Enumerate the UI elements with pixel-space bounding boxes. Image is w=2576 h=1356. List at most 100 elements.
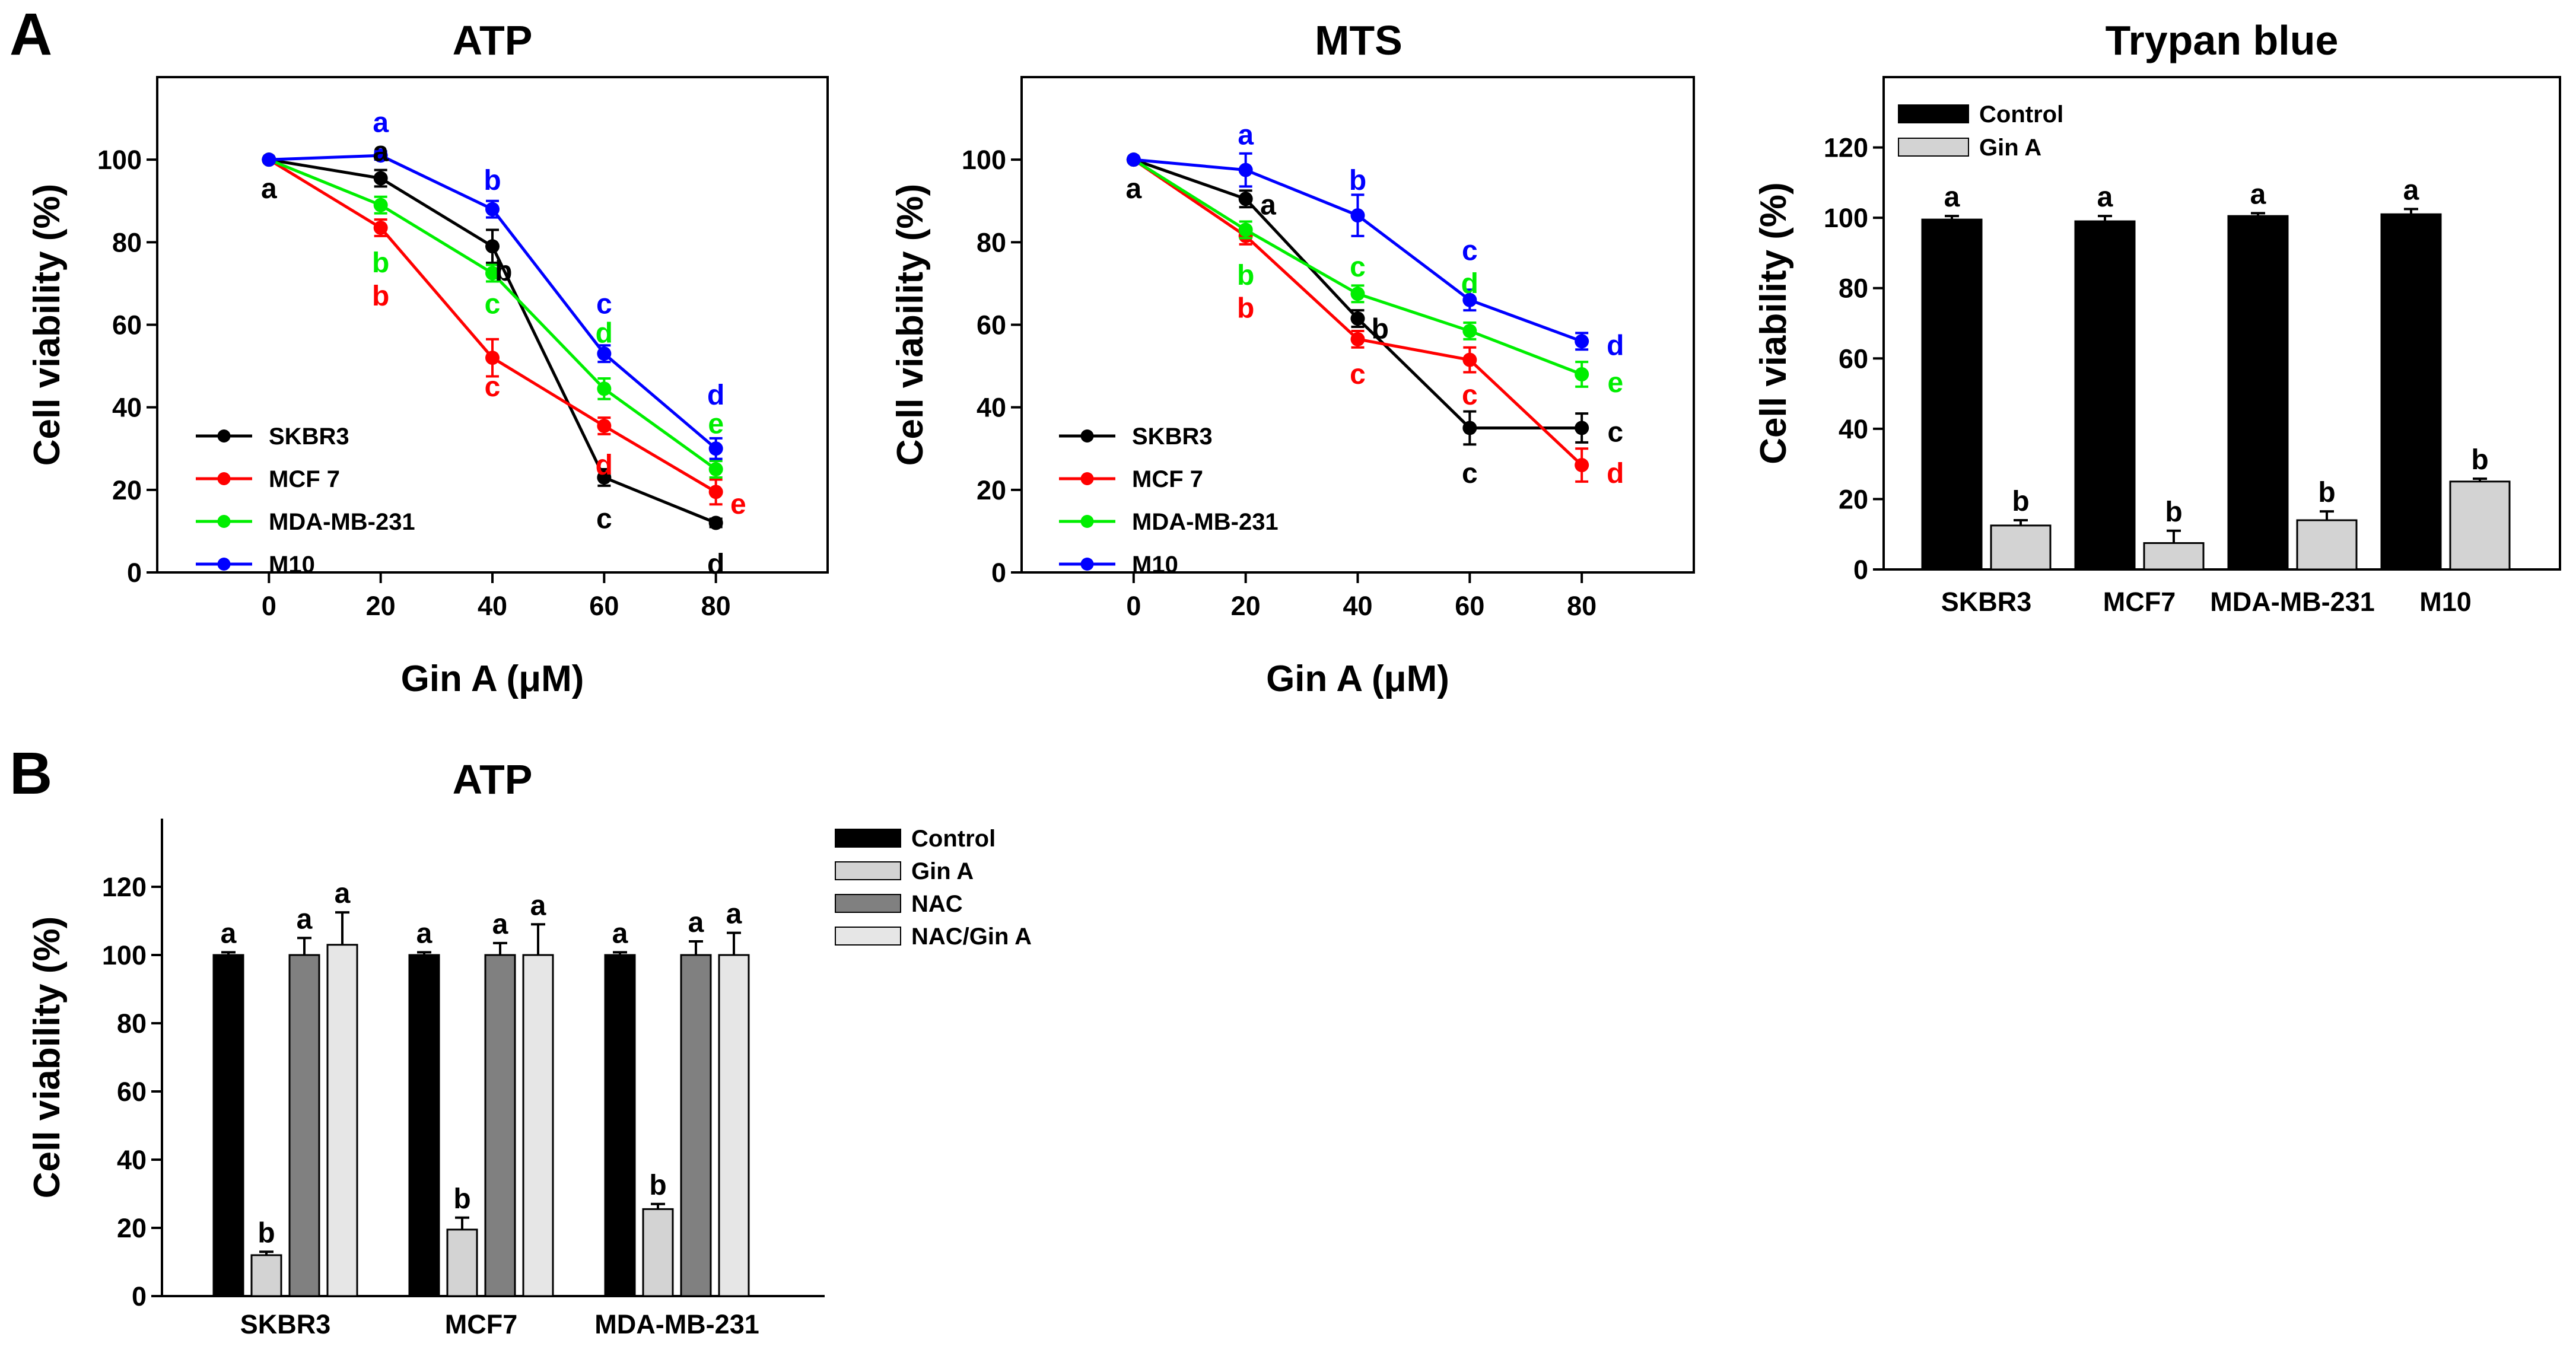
significance-label: c: [1350, 359, 1366, 390]
bar-gin-a: [2143, 542, 2205, 571]
bar-gin-a: [642, 1208, 674, 1297]
significance-label: a: [297, 903, 313, 935]
series-skbr3: [1126, 152, 1589, 446]
y-axis-label: Cell viability (%): [27, 916, 68, 1198]
y-axis-label: Cell viability (%): [1753, 182, 1794, 464]
data-point: [708, 441, 723, 456]
chart-title: ATP: [453, 17, 533, 63]
chart-atp-line: ATP Cell viability (%) 0 20 40 60 80 100 0 20 40 60…: [27, 17, 829, 699]
legend: Control Gin A NAC NAC/Gin A: [835, 826, 1032, 950]
bar-nac: [680, 954, 712, 1297]
significance-label: c: [1462, 458, 1478, 489]
data-point: [1575, 334, 1589, 349]
significance-label: b: [2318, 477, 2335, 508]
bar-control: [2227, 215, 2289, 571]
legend-swatch: [835, 861, 901, 880]
data-point: [1126, 152, 1141, 167]
data-point: [1350, 287, 1365, 301]
legend-marker: [1080, 472, 1094, 485]
significance-label: a: [2097, 182, 2113, 213]
chart-title: Trypan blue: [2106, 17, 2339, 63]
y-tick-label: 60: [1839, 343, 1868, 374]
bar-control: [408, 954, 440, 1297]
legend: SKBR3 MCF 7 MDA-MB-231 M10: [1059, 424, 1279, 578]
x-category-label: MCF7: [2103, 587, 2176, 617]
x-category-label: MDA-MB-231: [594, 1309, 759, 1339]
significance-label: b: [1237, 293, 1254, 324]
y-tick-label: 80: [1839, 273, 1868, 304]
significance-label: a: [530, 890, 546, 921]
legend-marker: [1080, 515, 1094, 528]
data-point: [1462, 421, 1477, 435]
chart-trypan-bar: Trypan blue Cell viability (%) 0 20 40 60 80 10…: [1753, 17, 2561, 617]
data-point: [1238, 163, 1253, 177]
legend-label: MDA-MB-231: [269, 509, 415, 535]
significance-label: b: [1237, 260, 1254, 291]
x-category-label: M10: [2419, 587, 2472, 617]
legend-marker: [1080, 558, 1094, 571]
significance-label: d: [707, 380, 724, 411]
x-category-label: MDA-MB-231: [2210, 587, 2375, 617]
y-tick-label: 40: [117, 1145, 147, 1175]
data-point: [373, 148, 388, 163]
legend-label: M10: [269, 552, 315, 578]
data-point: [1238, 222, 1253, 237]
bar-control: [212, 954, 244, 1297]
significance-label: a: [373, 136, 389, 167]
y-tick-label: 120: [102, 872, 147, 902]
significance-label: a: [612, 918, 628, 949]
series-m10: [1126, 152, 1589, 351]
significance-label: c: [596, 504, 612, 535]
x-tick-label: 60: [1455, 591, 1484, 621]
significance-label: b: [1349, 165, 1366, 196]
chart-title: MTS: [1315, 17, 1403, 63]
y-axis-label: Cell viability (%): [27, 184, 68, 466]
legend-label: MDA-MB-231: [1132, 509, 1279, 535]
significance-label: b: [649, 1170, 666, 1201]
legend-label: Control: [1979, 101, 2063, 128]
legend-label: M10: [1132, 552, 1178, 578]
y-tick-label: 20: [1839, 484, 1868, 514]
data-point: [1238, 192, 1253, 206]
legend-marker: [217, 558, 231, 571]
significance-label: c: [485, 371, 501, 403]
data-point: [373, 220, 388, 235]
y-tick-label: 100: [97, 145, 142, 175]
significance-label: b: [453, 1183, 470, 1215]
data-point: [1575, 421, 1589, 435]
significance-label: d: [707, 549, 724, 580]
legend-swatch: [835, 927, 901, 946]
data-point: [597, 346, 612, 361]
legend-label: SKBR3: [1132, 424, 1213, 450]
chart-atp-bar: ATP Cell viability (%) 0 20 40 60 80 100 120 SKBR…: [27, 756, 1032, 1339]
significance-label: d: [1461, 268, 1478, 300]
data-point: [485, 239, 500, 254]
y-tick-label: 80: [112, 227, 142, 257]
y-tick-label: 80: [977, 227, 1006, 257]
bar-control: [2074, 220, 2136, 571]
significance-label: a: [2250, 179, 2266, 210]
plot-frame: [156, 76, 829, 574]
x-axis-label: Gin A (μM): [1266, 658, 1449, 699]
panel-label-a: A: [9, 1, 52, 68]
significance-label: b: [257, 1217, 275, 1249]
data-point: [373, 198, 388, 212]
bar-control: [1921, 218, 1983, 571]
significance-label: a: [221, 918, 237, 949]
significance-label: d: [1607, 330, 1624, 361]
significance-label: a: [2403, 174, 2419, 206]
data-point: [1462, 323, 1477, 338]
significance-label: a: [492, 909, 508, 940]
legend-marker: [217, 472, 231, 485]
chart-mts-line: MTS Cell viability (%) 0 20 40 60 80 100 0 20 40 60…: [890, 17, 1695, 699]
x-category-label: SKBR3: [240, 1309, 331, 1339]
bar-nac-gin-a: [326, 944, 358, 1297]
bar-nac: [484, 954, 516, 1297]
significance-label: b: [372, 281, 389, 312]
legend-swatch: [835, 829, 901, 848]
y-tick-label: 20: [112, 475, 142, 505]
significance-label: a: [373, 107, 389, 139]
bar-nac-gin-a: [718, 954, 750, 1297]
legend-swatch: [1898, 138, 1969, 157]
significance-label: b: [1372, 313, 1389, 345]
